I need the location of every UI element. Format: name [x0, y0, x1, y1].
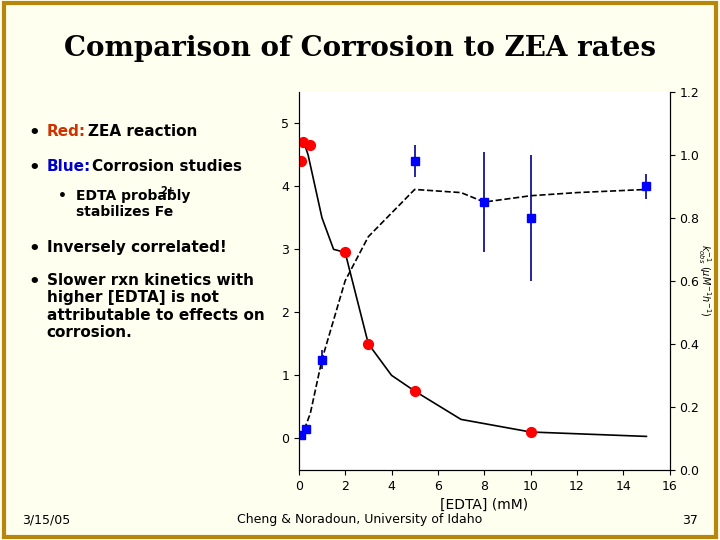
Text: Cheng & Noradoun, University of Idaho: Cheng & Noradoun, University of Idaho: [238, 514, 482, 526]
Text: Blue:: Blue:: [47, 159, 91, 174]
Point: [525, 428, 536, 436]
Point: [339, 248, 351, 256]
Text: •: •: [29, 159, 40, 177]
Point: [295, 157, 307, 165]
Text: •: •: [29, 240, 40, 258]
Point: [409, 387, 420, 395]
Text: Inversely correlated!: Inversely correlated!: [47, 240, 227, 255]
Point: [297, 138, 309, 146]
Text: 3/15/05: 3/15/05: [22, 514, 70, 526]
Text: •: •: [29, 273, 40, 291]
Text: Slower rxn kinetics with
higher [EDTA] is not
attributable to effects on
corrosi: Slower rxn kinetics with higher [EDTA] i…: [47, 273, 264, 340]
Y-axis label: $k_{obs}^{-1}$ ($\mu M^{-1} h^{-1}$): $k_{obs}^{-1}$ ($\mu M^{-1} h^{-1}$): [696, 245, 714, 317]
X-axis label: [EDTA] (mM): [EDTA] (mM): [440, 498, 528, 512]
Text: 37: 37: [683, 514, 698, 526]
Text: EDTA probably
stabilizes Fe: EDTA probably stabilizes Fe: [76, 189, 190, 219]
Text: ZEA reaction: ZEA reaction: [88, 124, 197, 139]
Text: Comparison of Corrosion to ZEA rates: Comparison of Corrosion to ZEA rates: [64, 35, 656, 62]
Text: Corrosion studies: Corrosion studies: [92, 159, 242, 174]
Text: •: •: [58, 189, 66, 203]
Text: •: •: [29, 124, 40, 142]
Point: [305, 141, 316, 150]
Text: 2+: 2+: [161, 186, 176, 197]
Text: Red:: Red:: [47, 124, 86, 139]
Point: [363, 340, 374, 348]
